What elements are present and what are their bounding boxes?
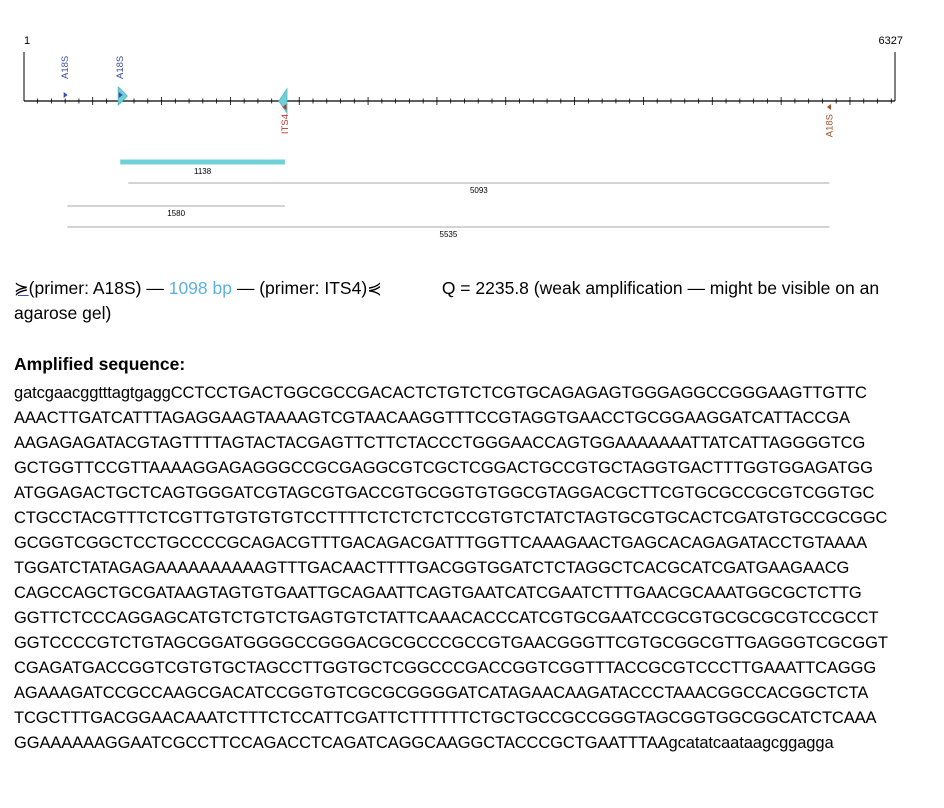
forward-arrow-icon: [63, 92, 68, 98]
reverse-arrow-icon: [826, 104, 831, 110]
product-size-label: 5535: [440, 230, 458, 239]
pcr-product: 1580: [67, 205, 285, 218]
forward-primer-label[interactable]: (primer: A18S): [28, 278, 142, 298]
sequence-line: GGTTCTCCCAGGAGCATGTCTGTCTGAGTGTCTATTCAAA…: [14, 609, 879, 627]
sequence-line: AAACTTGATCATTTAGAGGAAGTAAAAGTCGTAACAAGGT…: [14, 409, 850, 427]
product-size-label: 1580: [167, 209, 185, 218]
primer-label: A18S: [115, 56, 126, 79]
sequence-line: ATGGAGACTGCTCAGTGGGATCGTAGCGTGACCGTGCGGT…: [14, 484, 875, 502]
sequence-line: TGGATCTATAGAGAAAAAAAAAAGTTTGACAACTTTTGAC…: [14, 559, 850, 577]
sequence-line: TCGCTTTGACGGAACAAATCTTTCTCCATTCGATTCTTTT…: [14, 709, 877, 727]
amplified-sequence[interactable]: gatcgaacggtttagtgaggCCTCCTGACTGGCGCCGACA…: [14, 381, 888, 756]
pcr-products: 1138 5093 1580 5535: [67, 159, 830, 239]
sequence-axis: [23, 52, 896, 105]
sequence-line: CTGCCTACGTTTCTCGTTGTGTGTGTCCTTTTCTCTCTCT…: [14, 509, 888, 527]
reverse-primer-label[interactable]: (primer: ITS4): [259, 278, 368, 298]
reverse-arrow-icon: ⋞: [367, 278, 382, 298]
sequence-line: GCGGTCGGCTCCTGCCCCGCAGACGTTTGACAGACGATTT…: [14, 534, 867, 552]
primer-map: 1 6327 A18S A18S ITS4 A18S 1138 5093 1580 5535: [23, 35, 903, 239]
primer-label: A18S: [60, 56, 71, 79]
map-end-label: 6327: [879, 35, 903, 47]
pcr-product: 1138: [120, 159, 285, 176]
forward-arrow-icon: ≽: [14, 278, 29, 298]
quality-score: Q = 2235.8 (weak amplification — might b…: [14, 278, 880, 323]
sequence-heading: Amplified sequence:: [14, 354, 186, 374]
sequence-line: GGTCCCCGTCTGTAGCGGATGGGGCCGGGACGCGCCCGCC…: [14, 634, 888, 652]
primer-label: A18S: [824, 114, 835, 137]
primer-marker-a18s: A18S: [60, 56, 71, 98]
separator: —: [231, 278, 260, 298]
primer-markers: A18S A18S ITS4 A18S: [60, 56, 835, 138]
pcr-product: 5535: [67, 226, 830, 239]
forward-arrow-icon: [118, 92, 123, 98]
primer-label: ITS4: [280, 114, 291, 134]
sequence-line: gatcgaacggtttagtgaggCCTCCTGACTGGCGCCGACA…: [14, 384, 867, 402]
map-start-label: 1: [24, 35, 30, 47]
sequence-line: CGAGATGACCGGTCGTGTGCTAGCCTTGGTGCTCGGCCCG…: [14, 659, 877, 677]
product-size-label: 1138: [194, 167, 212, 176]
sequence-line: AGAAAGATCCGCCAAGCGACATCCGGTGTCGCGCGGGGAT…: [14, 684, 869, 702]
pcr-summary: ≽(primer: A18S) — 1098 bp — (primer: ITS…: [14, 276, 919, 326]
primer-marker-a18s: A18S: [824, 104, 835, 137]
product-size-label: 5093: [470, 186, 488, 195]
sequence-line: GCTGGTTCCGTTAAAAGGAGAGGGCCGCGAGGCGTCGCTC…: [14, 459, 873, 477]
primer-marker-its4: ITS4: [278, 87, 291, 134]
sequence-line: CAGCCAGCTGCGATAAGTAGTGTGAATTGCAGAATTCAGT…: [14, 584, 862, 602]
pcr-product: 5093: [128, 182, 830, 195]
sequence-line: GGAAAAAAGGAATCGCCTTCCAGACCTCAGATCAGGCAAG…: [14, 734, 834, 752]
sequence-line: AAGAGAGATACGTAGTTTTAGTACTACGAGTTCTTCTACC…: [14, 434, 866, 452]
product-size[interactable]: 1098 bp: [168, 278, 232, 298]
separator: —: [141, 278, 169, 298]
primer-marker-a18s: A18S: [115, 56, 128, 107]
primer-highlight: [117, 85, 128, 107]
reverse-arrow-icon: [282, 104, 287, 110]
